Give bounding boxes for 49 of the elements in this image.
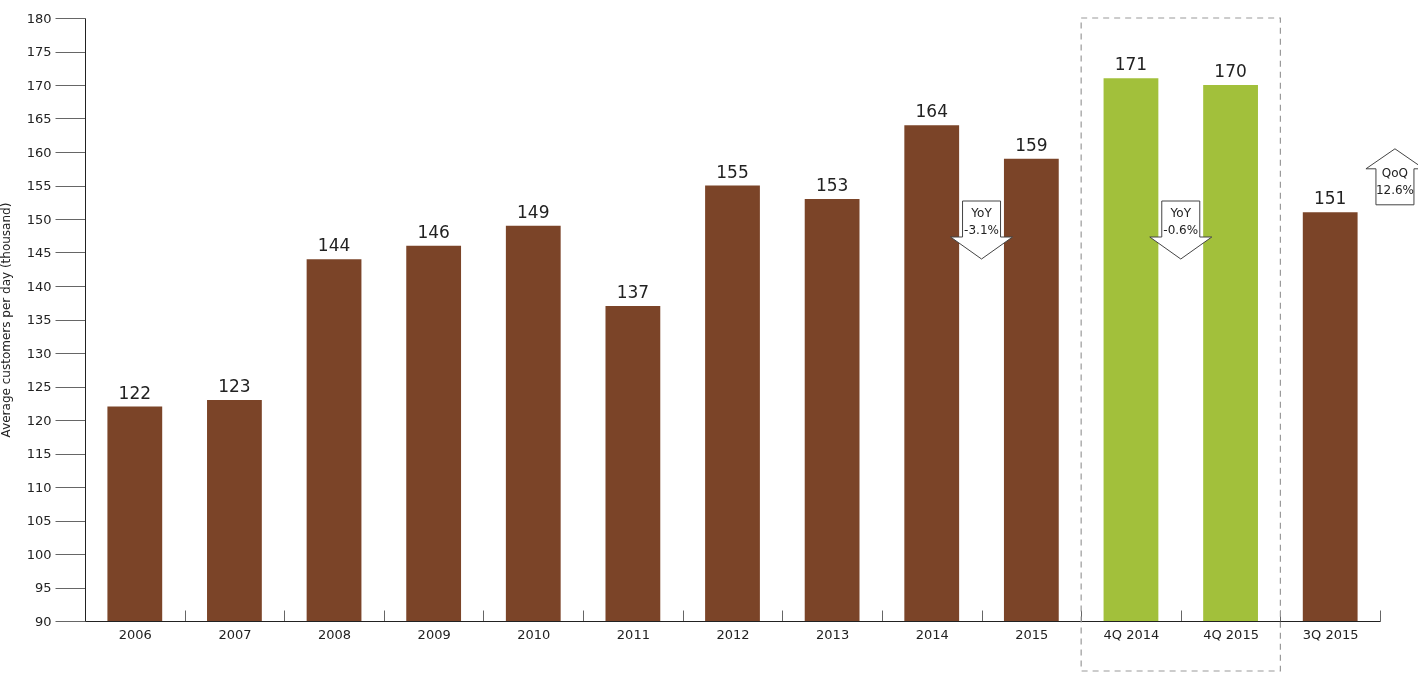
x-tick-label: 2009	[417, 626, 451, 642]
data-label: 153	[815, 174, 849, 195]
data-label: 146	[417, 221, 450, 242]
data-label: 144	[317, 235, 351, 256]
data-label: 159	[1015, 134, 1048, 155]
x-tick-label: 4Q 2014	[1103, 626, 1160, 642]
y-tick-label: 155	[26, 178, 52, 193]
data-label: 151	[1313, 188, 1347, 209]
y-tick-label: 130	[26, 345, 52, 361]
x-tick-label: 2006	[118, 626, 152, 642]
data-label: 122	[118, 382, 152, 403]
x-tick-label: 2010	[517, 626, 551, 642]
y-tick-label: 125	[26, 379, 52, 394]
data-label: 149	[517, 201, 550, 222]
y-tick-label: 110	[26, 479, 52, 495]
y-tick-label: 150	[26, 211, 52, 227]
y-tick-label: 140	[26, 278, 52, 294]
x-tick-label: 2015	[1015, 626, 1049, 642]
y-tick-label: 95	[34, 580, 52, 595]
x-tick-label: 2007	[218, 626, 252, 642]
y-tick-label: 160	[26, 144, 52, 160]
y-tick-label: 90	[34, 613, 52, 629]
data-label: 171	[1114, 54, 1148, 75]
x-tick-label: 2013	[816, 626, 850, 642]
y-tick-label: 135	[26, 312, 52, 327]
annotation: QoQ 12.6%	[1375, 165, 1414, 197]
x-tick-label: 2012	[716, 626, 750, 642]
data-label: 155	[716, 161, 749, 182]
y-tick-label: 120	[26, 412, 52, 428]
y-tick-label: 115	[26, 446, 52, 461]
x-tick-label: 2011	[616, 626, 650, 642]
x-tick-label: 3Q 2015	[1302, 626, 1359, 642]
annotation: YoY -3.1%	[964, 206, 999, 237]
y-tick-label: 180	[26, 10, 52, 26]
x-tick-label: 4Q 2015	[1203, 626, 1259, 642]
y-tick-label: 100	[26, 546, 52, 562]
data-label: 137	[616, 282, 650, 303]
y-tick-label: 170	[26, 77, 52, 93]
data-label: 123	[218, 375, 251, 396]
data-label: 170	[1214, 61, 1247, 81]
x-tick-label: 2008	[317, 626, 352, 642]
y-tick-label: 105	[26, 513, 52, 528]
y-tick-label: 175	[26, 44, 52, 59]
data-label: 164	[915, 101, 948, 122]
y-axis-title: Average customers per day (thousand)	[0, 202, 13, 438]
y-tick-label: 165	[26, 111, 52, 126]
annotation: YoY -0.6%	[1163, 206, 1199, 237]
y-tick-label: 145	[26, 245, 52, 260]
x-tick-label: 2014	[915, 626, 949, 642]
